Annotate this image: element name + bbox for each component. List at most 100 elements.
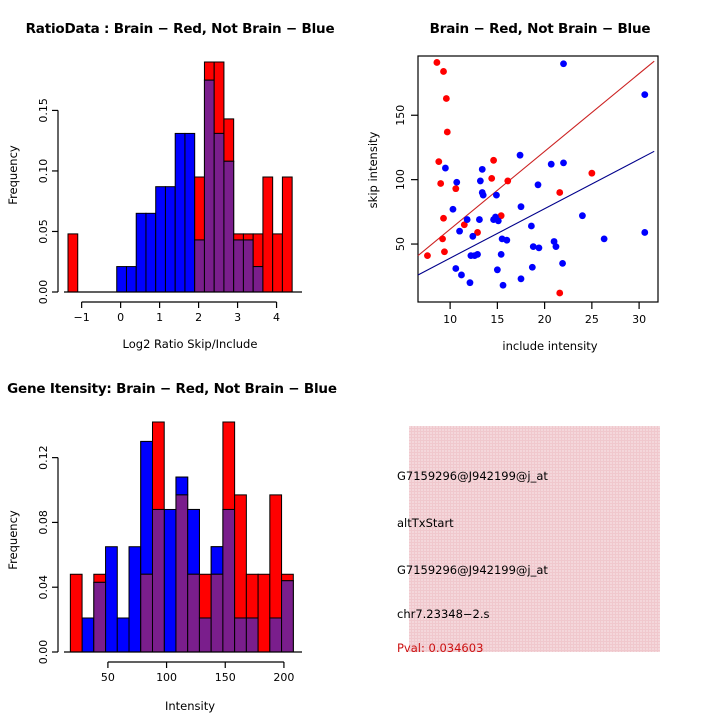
- scatter-point: [442, 164, 449, 172]
- ratio-histogram-axes: 0.00 0.05 0.10 0.15 −1 0 1 2 3 4: [37, 98, 302, 324]
- scatter-point: [435, 158, 443, 166]
- histogram-bar: [174, 132, 186, 293]
- panel-scatter: Brain − Red, Not Brain − Blue 50 100 150 10…: [360, 0, 720, 360]
- info-pvalue: Pval: 0.034603: [397, 641, 484, 655]
- scatter-point: [529, 243, 537, 251]
- histogram-bar-overlap: [175, 494, 189, 653]
- scatter-title: Brain − Red, Not Brain − Blue: [430, 21, 651, 37]
- scatter-point: [488, 174, 496, 182]
- scatter-point: [493, 266, 501, 274]
- scatter-point: [441, 248, 448, 256]
- histogram-bar-overlap: [210, 573, 224, 653]
- scatter-point: [440, 214, 447, 222]
- tick-label: 25: [585, 313, 599, 326]
- scatter-point: [437, 180, 445, 187]
- tick-label: 0.08: [37, 510, 50, 535]
- histogram-bar: [151, 421, 165, 510]
- tick-label: −1: [74, 311, 90, 324]
- tick-label: 4: [273, 311, 280, 324]
- histogram-bar-overlap: [203, 79, 215, 293]
- histogram-bar: [281, 176, 293, 293]
- regression-line: [417, 60, 655, 257]
- histogram-bar-overlap: [242, 239, 254, 293]
- histogram-bar: [210, 546, 224, 575]
- scatter-point: [560, 60, 567, 68]
- scatter-point: [478, 165, 486, 173]
- tick-label: 1: [156, 311, 163, 324]
- tick-label: 50: [101, 671, 115, 684]
- histogram-bar: [164, 186, 176, 293]
- tick-label: 0.15: [37, 98, 50, 123]
- histogram-bar-overlap: [222, 508, 236, 653]
- tick-label: 150: [215, 671, 236, 684]
- tick-label: 100: [156, 671, 177, 684]
- scatter-point: [494, 217, 502, 225]
- histogram-bar: [81, 617, 95, 653]
- histogram-bar-overlap: [281, 580, 294, 653]
- panel-info: G7159296@J942199@j_at altTxStart G715929…: [360, 360, 720, 720]
- histogram-bar: [69, 573, 83, 653]
- scatter-point: [504, 177, 512, 185]
- histogram-bar: [257, 573, 271, 653]
- histogram-bar: [140, 440, 153, 575]
- scatter-point: [641, 91, 649, 99]
- gene-histogram-ylabel: Frequency: [6, 510, 20, 570]
- histogram-bar: [125, 266, 137, 293]
- ratio-histogram-title: RatioData : Brain − Red, Not Brain − Blu…: [26, 21, 335, 37]
- tick-label: 0.00: [37, 280, 50, 305]
- scatter-point: [503, 236, 511, 244]
- scatter-point: [469, 232, 477, 240]
- tick-label: 0.12: [37, 445, 50, 470]
- scatter-point: [442, 95, 450, 102]
- scatter-point: [497, 250, 505, 258]
- histogram-bar: [116, 617, 130, 653]
- scatter-point: [547, 160, 555, 168]
- tick-label: 30: [632, 313, 646, 326]
- histogram-bar-overlap: [140, 573, 153, 653]
- histogram-bar-overlap: [187, 573, 200, 653]
- scatter-point: [517, 275, 525, 283]
- tick-label: 2: [195, 311, 202, 324]
- histogram-bar-overlap: [233, 239, 244, 293]
- histogram-bar: [213, 61, 225, 134]
- scatter-point: [453, 178, 461, 186]
- scatter-axes: 50 100 150 10 15 20 25 30: [394, 105, 646, 326]
- tick-label: 0: [117, 311, 124, 324]
- histogram-bar: [281, 573, 294, 582]
- histogram-bar: [116, 266, 127, 293]
- histogram-bar: [233, 233, 244, 241]
- histogram-bar: [245, 573, 259, 619]
- gene-histogram-axes: 0.00 0.04 0.08 0.12 50 100 150 200: [37, 445, 302, 684]
- scatter-point: [452, 265, 460, 272]
- scatter-point: [474, 229, 481, 236]
- scatter-point: [463, 216, 471, 223]
- tick-label: 20: [538, 313, 552, 326]
- scatter-point: [476, 216, 483, 223]
- tick-label: 200: [273, 671, 294, 684]
- histogram-bar-overlap: [245, 617, 259, 653]
- info-event-type: altTxStart: [397, 516, 454, 530]
- ratio-histogram-xlabel: Log2 Ratio Skip/Include: [123, 337, 258, 351]
- histogram-bar: [222, 421, 236, 510]
- histogram-bar: [234, 494, 247, 619]
- gene-histogram-title: Gene Itensity: Brain − Red, Not Brain − …: [7, 381, 337, 397]
- scatter-point: [449, 205, 457, 213]
- tick-label: 0.10: [37, 159, 50, 184]
- scatter-point: [552, 243, 560, 251]
- histogram-bar: [262, 176, 274, 293]
- scatter-point: [641, 229, 649, 236]
- scatter-point: [443, 128, 451, 136]
- histogram-bar-overlap: [252, 266, 264, 293]
- scatter-point: [440, 68, 447, 75]
- histogram-bar: [187, 508, 200, 575]
- scatter-point: [460, 221, 468, 229]
- histogram-bar-overlap: [198, 617, 212, 653]
- scatter-point: [493, 191, 500, 199]
- gene-histogram-bars: [69, 421, 294, 653]
- histogram-bar: [145, 212, 157, 293]
- histogram-bar: [175, 476, 189, 496]
- scatter-point: [528, 263, 536, 271]
- histogram-bar-overlap: [223, 160, 235, 293]
- scatter-point: [527, 222, 535, 230]
